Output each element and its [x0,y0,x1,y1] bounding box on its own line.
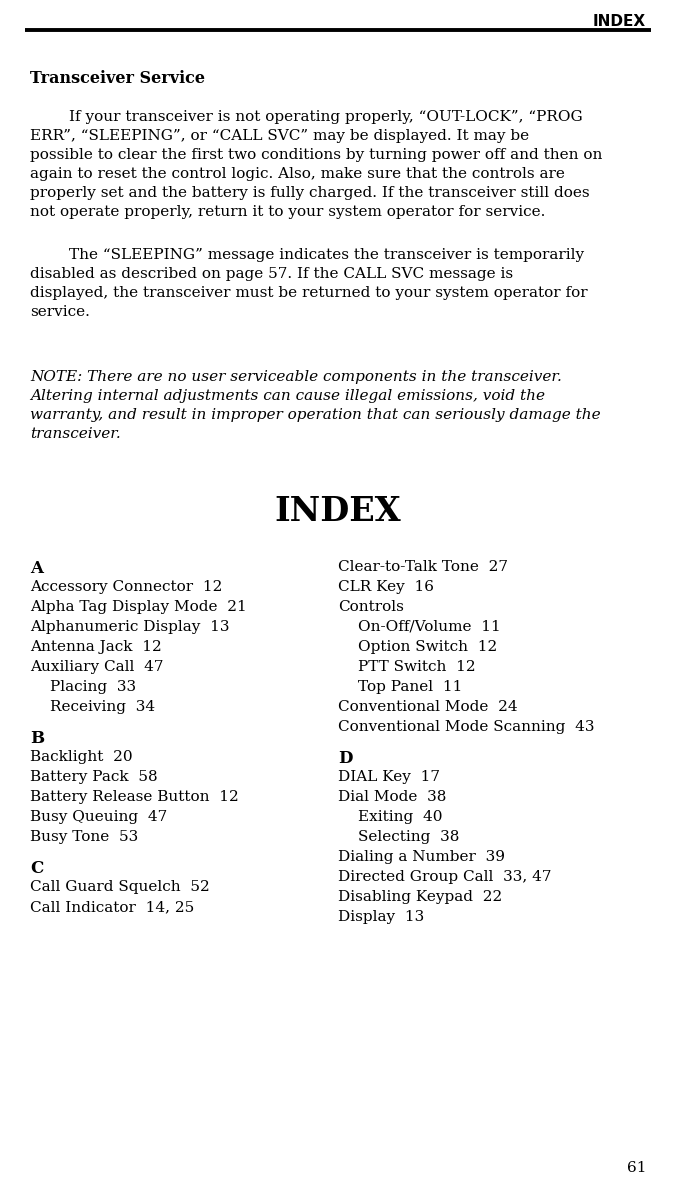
Text: Controls: Controls [338,600,404,614]
Text: Placing  33: Placing 33 [50,680,136,694]
Text: Dialing a Number  39: Dialing a Number 39 [338,849,505,864]
Text: Busy Tone  53: Busy Tone 53 [30,830,139,843]
Text: CLR Key  16: CLR Key 16 [338,580,434,594]
Text: Backlight  20: Backlight 20 [30,750,132,764]
Text: A: A [30,560,43,577]
Text: On-Off/Volume  11: On-Off/Volume 11 [358,620,501,633]
Text: Clear-to-Talk Tone  27: Clear-to-Talk Tone 27 [338,560,508,574]
Text: warranty, and result in improper operation that can seriously damage the: warranty, and result in improper operati… [30,408,600,422]
Text: Conventional Mode  24: Conventional Mode 24 [338,700,518,713]
Text: Option Switch  12: Option Switch 12 [358,639,498,654]
Text: Auxiliary Call  47: Auxiliary Call 47 [30,660,164,674]
Text: ERR”, “SLEEPING”, or “CALL SVC” may be displayed. It may be: ERR”, “SLEEPING”, or “CALL SVC” may be d… [30,129,529,143]
Text: C: C [30,860,43,877]
Text: D: D [338,750,352,767]
Text: The “SLEEPING” message indicates the transceiver is temporarily: The “SLEEPING” message indicates the tra… [30,248,584,262]
Text: DIAL Key  17: DIAL Key 17 [338,769,440,784]
Text: Alpha Tag Display Mode  21: Alpha Tag Display Mode 21 [30,600,247,614]
Text: Busy Queuing  47: Busy Queuing 47 [30,810,167,824]
Text: Disabling Keypad  22: Disabling Keypad 22 [338,890,502,904]
Text: 61: 61 [627,1161,646,1175]
Text: NOTE: There are no user serviceable components in the transceiver.: NOTE: There are no user serviceable comp… [30,370,562,384]
Text: properly set and the battery is fully charged. If the transceiver still does: properly set and the battery is fully ch… [30,186,589,200]
Text: Accessory Connector  12: Accessory Connector 12 [30,580,222,594]
Text: Selecting  38: Selecting 38 [358,830,460,843]
Text: Antenna Jack  12: Antenna Jack 12 [30,639,162,654]
Text: possible to clear the first two conditions by turning power off and then on: possible to clear the first two conditio… [30,148,602,162]
Text: Alphanumeric Display  13: Alphanumeric Display 13 [30,620,229,633]
Text: Display  13: Display 13 [338,910,425,925]
Text: Top Panel  11: Top Panel 11 [358,680,462,694]
Text: Battery Release Button  12: Battery Release Button 12 [30,790,239,804]
Text: Dial Mode  38: Dial Mode 38 [338,790,446,804]
Text: Altering internal adjustments can cause illegal emissions, void the: Altering internal adjustments can cause … [30,389,545,403]
Text: displayed, the transceiver must be returned to your system operator for: displayed, the transceiver must be retur… [30,286,587,299]
Text: Receiving  34: Receiving 34 [50,700,155,713]
Text: transceiver.: transceiver. [30,427,121,441]
Text: INDEX: INDEX [593,14,646,29]
Text: PTT Switch  12: PTT Switch 12 [358,660,476,674]
Text: Exiting  40: Exiting 40 [358,810,443,824]
Text: Call Guard Squelch  52: Call Guard Squelch 52 [30,880,210,894]
Text: not operate properly, return it to your system operator for service.: not operate properly, return it to your … [30,205,546,220]
Text: Conventional Mode Scanning  43: Conventional Mode Scanning 43 [338,721,594,734]
Text: Battery Pack  58: Battery Pack 58 [30,769,158,784]
Text: INDEX: INDEX [274,495,402,528]
Text: again to reset the control logic. Also, make sure that the controls are: again to reset the control logic. Also, … [30,167,565,181]
Text: Directed Group Call  33, 47: Directed Group Call 33, 47 [338,870,552,884]
Text: If your transceiver is not operating properly, “OUT-LOCK”, “PROG: If your transceiver is not operating pro… [30,110,583,124]
Text: Transceiver Service: Transceiver Service [30,70,205,87]
Text: Call Indicator  14, 25: Call Indicator 14, 25 [30,900,194,914]
Text: B: B [30,730,44,747]
Text: disabled as described on page 57. If the CALL SVC message is: disabled as described on page 57. If the… [30,267,513,282]
Text: service.: service. [30,305,90,319]
